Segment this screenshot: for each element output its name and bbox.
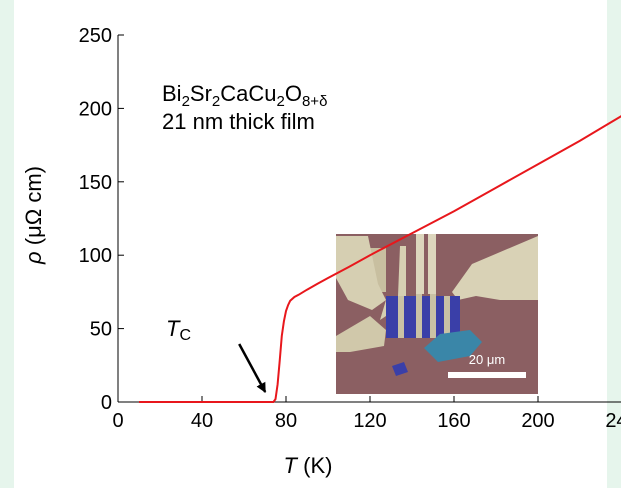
x-tick-label: 200 bbox=[521, 410, 554, 432]
x-tick-label: 240 bbox=[605, 410, 621, 432]
tc-arrow bbox=[238, 343, 267, 393]
formula-element: Sr bbox=[190, 81, 212, 106]
y-tick-label: 0 bbox=[101, 392, 112, 414]
inset-lower-left-electrode bbox=[336, 316, 386, 352]
y-tick-label: 150 bbox=[79, 172, 112, 194]
y-axis-unit: (μΩ cm) bbox=[21, 166, 46, 251]
tc-label: TC bbox=[166, 316, 191, 344]
formula-subscript: 2 bbox=[277, 93, 285, 110]
device-micrograph-inset: 20 μm bbox=[336, 234, 538, 394]
y-tick-label: 100 bbox=[79, 245, 112, 267]
formula-subscript: 2 bbox=[182, 93, 190, 110]
inset-channel-contact-3 bbox=[430, 294, 436, 338]
x-tick-label: 40 bbox=[191, 410, 213, 432]
tc-symbol: T bbox=[166, 316, 181, 341]
inset-channel-contact-1 bbox=[398, 296, 404, 338]
x-axis-title: T (K) bbox=[284, 453, 333, 478]
formula-element: Bi bbox=[162, 81, 182, 106]
formula-subscript: 8+δ bbox=[302, 93, 327, 110]
y-tick-label: 200 bbox=[79, 98, 112, 120]
x-tick-label: 80 bbox=[275, 410, 297, 432]
material-formula: Bi2Sr2CaCu2O8+δ bbox=[162, 81, 327, 110]
inset-scale-bar bbox=[448, 372, 526, 378]
inset-channel-contact-4 bbox=[444, 296, 450, 338]
x-tick-label: 0 bbox=[112, 410, 123, 432]
formula-element: CaCu bbox=[220, 81, 276, 106]
y-axis-title: ρ (μΩ cm) bbox=[21, 166, 46, 265]
inset-center-lead-1 bbox=[416, 234, 424, 294]
inset-small-flake bbox=[392, 362, 408, 376]
film-thickness-note: 21 nm thick film bbox=[162, 109, 315, 134]
tc-subscript: C bbox=[179, 327, 191, 344]
y-axis-symbol: ρ bbox=[21, 251, 46, 265]
y-tick-label: 250 bbox=[79, 25, 112, 47]
inset-right-electrode bbox=[452, 236, 538, 300]
formula-subscript: 2 bbox=[212, 93, 220, 110]
inset-center-lead-2 bbox=[428, 234, 436, 294]
x-tick-label: 160 bbox=[437, 410, 470, 432]
inset-left-electrode bbox=[336, 236, 386, 310]
inset-scale-label: 20 μm bbox=[469, 352, 505, 367]
x-axis-ticks: 04080120160200240280 bbox=[112, 396, 621, 432]
x-axis-unit: (K) bbox=[297, 453, 332, 478]
x-axis-symbol: T bbox=[284, 453, 299, 478]
x-tick-label: 120 bbox=[353, 410, 386, 432]
y-tick-label: 50 bbox=[90, 319, 112, 341]
y-axis-ticks: 0 50 100 150 200 250 bbox=[79, 25, 124, 414]
inset-channel-contact-2 bbox=[416, 294, 422, 338]
formula-element: O bbox=[285, 81, 302, 106]
inset-flake bbox=[424, 330, 482, 362]
resistivity-curve bbox=[139, 115, 621, 403]
